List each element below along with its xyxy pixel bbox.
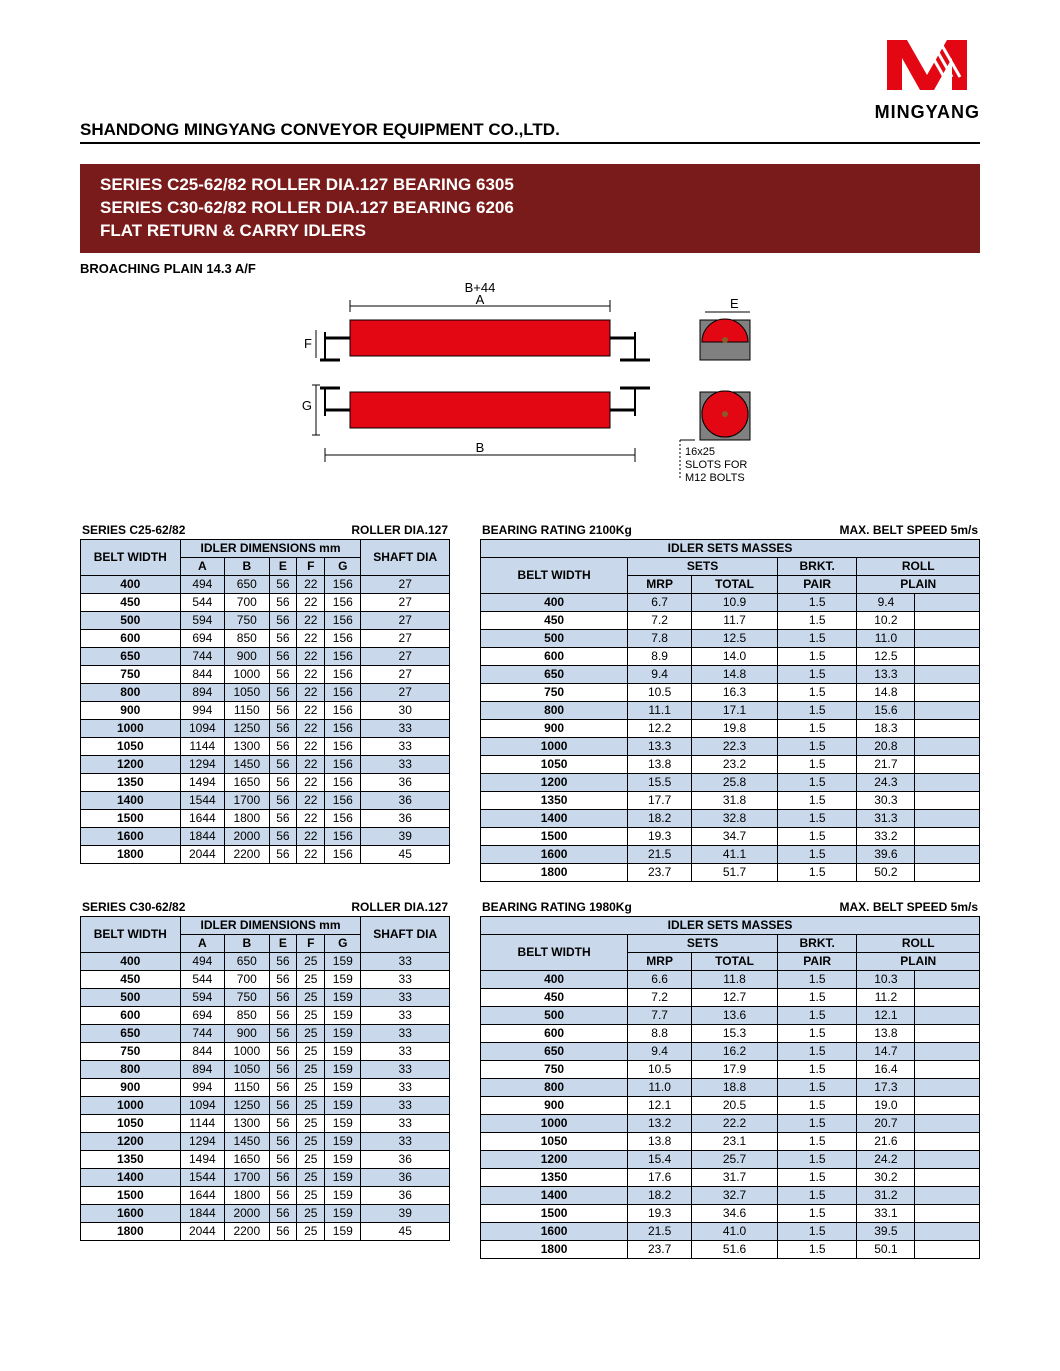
table-row: 4507.212.71.511.2 (481, 988, 980, 1006)
max-speed-2: MAX. BELT SPEED 5m/s (840, 900, 978, 914)
table-row: 75010.516.31.514.8 (481, 683, 980, 701)
table-row: 135014941650562215636 (81, 773, 450, 791)
table-row: 160021.541.11.539.6 (481, 845, 980, 863)
table-row: 600694850562515933 (81, 1006, 450, 1024)
table-row: 7508441000562215627 (81, 665, 450, 683)
table-row: 180023.751.61.550.1 (481, 1240, 980, 1258)
table-row: 9009941150562215630 (81, 701, 450, 719)
bearing-rating-1: BEARING RATING 2100Kg (482, 523, 632, 537)
table-row: 100013.322.31.520.8 (481, 737, 980, 755)
roller-dia-2: ROLLER DIA.127 (351, 900, 448, 914)
dimensions-table-2: BELT WIDTH IDLER DIMENSIONS mm SHAFT DIA… (80, 916, 450, 1241)
series-label-2: SERIES C30-62/82 (82, 900, 185, 914)
table-row: 75010.517.91.516.4 (481, 1060, 980, 1078)
table-row: 140018.232.81.531.3 (481, 809, 980, 827)
table-row: 8008941050562215627 (81, 683, 450, 701)
masses-table-2: IDLER SETS MASSES BELT WIDTH SETS BRKT. … (480, 916, 980, 1259)
table-row: 500594750562515933 (81, 988, 450, 1006)
table-row: 450544700562515933 (81, 970, 450, 988)
company-name: SHANDONG MINGYANG CONVEYOR EQUIPMENT CO.… (80, 120, 980, 144)
max-speed-1: MAX. BELT SPEED 5m/s (840, 523, 978, 537)
table-row: 90012.219.81.518.3 (481, 719, 980, 737)
table-row: 6008.815.31.513.8 (481, 1024, 980, 1042)
table-row: 5007.812.51.511.0 (481, 629, 980, 647)
brand-logo: MINGYANG (875, 30, 980, 123)
table-row: 5007.713.61.512.1 (481, 1006, 980, 1024)
table-row: 135017.731.81.530.3 (481, 791, 980, 809)
table-row: 450544700562215627 (81, 593, 450, 611)
table-row: 4507.211.71.510.2 (481, 611, 980, 629)
table-row: 650744900562215627 (81, 647, 450, 665)
svg-text:E: E (730, 296, 739, 311)
table-row: 105013.823.11.521.6 (481, 1132, 980, 1150)
table-row: 160018442000562515939 (81, 1204, 450, 1222)
table-row: 100013.222.21.520.7 (481, 1114, 980, 1132)
svg-text:G: G (302, 398, 312, 413)
table-row: 4006.611.81.510.3 (481, 970, 980, 988)
title-line-1: SERIES C25-62/82 ROLLER DIA.127 BEARING … (100, 174, 960, 197)
table-row: 150019.334.61.533.1 (481, 1204, 980, 1222)
table-row: 7508441000562515933 (81, 1042, 450, 1060)
table-row: 160018442000562215639 (81, 827, 450, 845)
table-row: 150016441800562515936 (81, 1186, 450, 1204)
svg-text:F: F (304, 336, 312, 351)
table-row: 120012941450562515933 (81, 1132, 450, 1150)
table-row: 100010941250562215633 (81, 719, 450, 737)
broaching-note: BROACHING PLAIN 14.3 A/F (80, 261, 980, 276)
table-row: 150019.334.71.533.2 (481, 827, 980, 845)
series-label-1: SERIES C25-62/82 (82, 523, 185, 537)
table-row: 400494650562215627 (81, 575, 450, 593)
table-row: 120012941450562215633 (81, 755, 450, 773)
table-row: 4006.710.91.59.4 (481, 593, 980, 611)
table-row: 120015.425.71.524.2 (481, 1150, 980, 1168)
table-row: 140015441700562515936 (81, 1168, 450, 1186)
table-row: 8008941050562515933 (81, 1060, 450, 1078)
bearing-rating-2: BEARING RATING 1980Kg (482, 900, 632, 914)
title-bar: SERIES C25-62/82 ROLLER DIA.127 BEARING … (80, 164, 980, 253)
table-row: 90012.120.51.519.0 (481, 1096, 980, 1114)
dimensions-table-1: BELT WIDTH IDLER DIMENSIONS mm SHAFT DIA… (80, 539, 450, 864)
table-row: 400494650562515933 (81, 952, 450, 970)
table-row: 135014941650562515936 (81, 1150, 450, 1168)
table-row: 9009941150562515933 (81, 1078, 450, 1096)
table-row: 180023.751.71.550.2 (481, 863, 980, 881)
table-row: 135017.631.71.530.2 (481, 1168, 980, 1186)
table-row: 650744900562515933 (81, 1024, 450, 1042)
table-row: 100010941250562515933 (81, 1096, 450, 1114)
roller-dia-1: ROLLER DIA.127 (351, 523, 448, 537)
table-row: 500594750562215627 (81, 611, 450, 629)
table-row: 80011.018.81.517.3 (481, 1078, 980, 1096)
table-row: 105013.823.21.521.7 (481, 755, 980, 773)
table-row: 105011441300562215633 (81, 737, 450, 755)
table-row: 80011.117.11.515.6 (481, 701, 980, 719)
table-row: 600694850562215627 (81, 629, 450, 647)
table-row: 180020442200562215645 (81, 845, 450, 863)
table-row: 6509.416.21.514.7 (481, 1042, 980, 1060)
svg-text:B: B (476, 440, 485, 455)
title-line-2: SERIES C30-62/82 ROLLER DIA.127 BEARING … (100, 197, 960, 220)
table-row: 140015441700562215636 (81, 791, 450, 809)
title-line-3: FLAT RETURN & CARRY IDLERS (100, 220, 960, 243)
table-row: 6509.414.81.513.3 (481, 665, 980, 683)
table-row: 180020442200562515945 (81, 1222, 450, 1240)
table-row: 6008.914.01.512.5 (481, 647, 980, 665)
table-row: 160021.541.01.539.5 (481, 1222, 980, 1240)
brand-name: MINGYANG (875, 102, 980, 123)
masses-table-1: IDLER SETS MASSES BELT WIDTH SETS BRKT. … (480, 539, 980, 882)
svg-text:A: A (476, 292, 485, 307)
table-row: 120015.525.81.524.3 (481, 773, 980, 791)
svg-text:16x25: 16x25 (685, 446, 715, 458)
table-row: 140018.232.71.531.2 (481, 1186, 980, 1204)
table-row: 105011441300562515933 (81, 1114, 450, 1132)
svg-text:M12 BOLTS: M12 BOLTS (685, 472, 745, 484)
table-row: 150016441800562215636 (81, 809, 450, 827)
svg-text:SLOTS FOR: SLOTS FOR (685, 459, 747, 471)
roller-diagram: B+44 A F E G (80, 280, 980, 515)
